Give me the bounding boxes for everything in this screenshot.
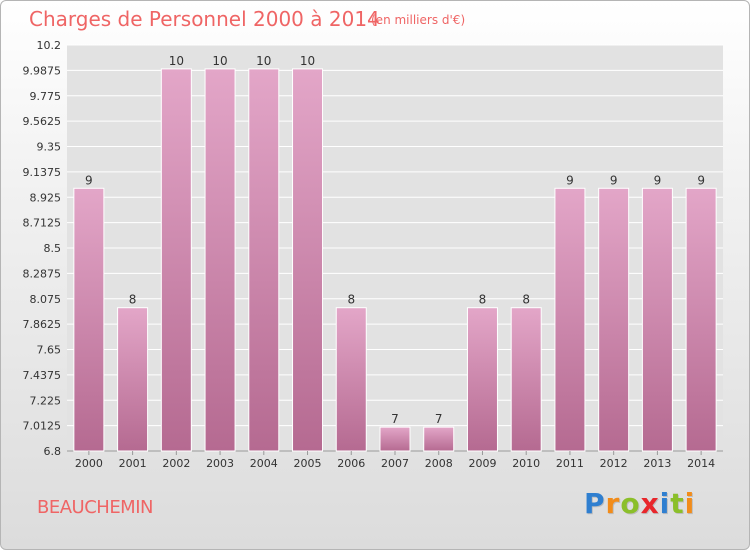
x-tick-label: 2007: [381, 457, 409, 470]
x-tick-label: 2009: [468, 457, 496, 470]
bar-value-label: 10: [212, 54, 227, 68]
logo-letter: o: [620, 487, 641, 520]
x-tick-label: 2001: [119, 457, 147, 470]
bar-2014: [685, 187, 717, 452]
bar-value-label: 8: [347, 293, 355, 307]
y-tick-label: 9.35: [37, 141, 62, 154]
bar-2003: [204, 68, 236, 452]
x-tick-label: 2006: [337, 457, 365, 470]
bar-2005: [292, 68, 324, 452]
x-tick-label: 2012: [600, 457, 628, 470]
bar-value-label: 8: [479, 293, 487, 307]
bar-2008: [423, 426, 455, 452]
x-axis: 2000 2001 2002 2003 2004 2005 2006 2007 2008 2009…: [75, 451, 715, 470]
bar-2013: [641, 187, 673, 452]
y-tick-label: 8.2875: [23, 267, 62, 280]
bar-2006: [335, 307, 367, 452]
bar-value-label: 9: [697, 173, 705, 187]
y-tick-label: 8.925: [30, 191, 62, 204]
bar-value-label: 9: [85, 173, 93, 187]
bar-2011: [554, 187, 586, 452]
y-tick-label: 8.5: [44, 242, 62, 255]
bar-value-label: 10: [169, 54, 184, 68]
y-tick-label: 9.1375: [23, 166, 62, 179]
commune-name: BEAUCHEMIN: [37, 497, 154, 518]
bar-value-label: 10: [256, 54, 271, 68]
bar-2012: [598, 187, 630, 452]
bar-2007: [379, 426, 411, 452]
x-tick-label: 2008: [425, 457, 453, 470]
x-tick-label: 2000: [75, 457, 103, 470]
y-tick-label: 7.0125: [23, 420, 62, 433]
y-tick-label: 9.9875: [23, 64, 62, 77]
y-tick-label: 9.775: [30, 90, 62, 103]
bar-value-label: 9: [610, 173, 618, 187]
x-tick-label: 2005: [294, 457, 322, 470]
x-tick-label: 2004: [250, 457, 278, 470]
logo-letter: x: [640, 487, 660, 520]
y-tick-label: 7.8625: [23, 318, 62, 331]
y-tick-label: 10.2: [37, 39, 62, 52]
bar-value-label: 7: [391, 412, 399, 426]
x-tick-label: 2003: [206, 457, 234, 470]
y-tick-label: 6.8: [44, 445, 62, 458]
bar-value-label: 8: [522, 293, 530, 307]
bar-2004: [248, 68, 280, 452]
y-tick-label: 7.225: [30, 394, 62, 407]
bar-2009: [466, 307, 498, 452]
y-tick-label: 7.4375: [23, 369, 62, 382]
x-tick-label: 2014: [687, 457, 715, 470]
x-tick-label: 2013: [643, 457, 671, 470]
logo-letter: P: [584, 487, 606, 520]
logo-letter: i: [684, 487, 696, 520]
bar-value-label: 9: [566, 173, 574, 187]
proxiti-logo[interactable]: Proxiti: [584, 487, 695, 520]
bar-value-label: 10: [300, 54, 315, 68]
bar-2010: [510, 307, 542, 452]
x-tick-label: 2011: [556, 457, 584, 470]
y-tick-label: 8.7125: [23, 217, 62, 230]
logo-letter: i: [659, 487, 671, 520]
bars: 9 8 10 10 10 10 8 7 7 8 8 9 9 9 9: [73, 54, 717, 452]
x-tick-label: 2010: [512, 457, 540, 470]
chart-title: Charges de Personnel 2000 à 2014: [29, 7, 380, 31]
bar-value-label: 7: [435, 412, 443, 426]
bar-value-label: 9: [654, 173, 662, 187]
chart-unit: (en milliers d'€): [371, 13, 466, 27]
logo-letter: r: [605, 487, 621, 520]
y-tick-label: 8.075: [30, 293, 62, 306]
x-tick-label: 2002: [162, 457, 190, 470]
logo-letter: t: [670, 487, 685, 520]
bar-value-label: 8: [129, 293, 137, 307]
bar-2001: [117, 307, 149, 452]
bar-2000: [73, 187, 105, 452]
y-tick-label: 7.65: [37, 344, 62, 357]
y-axis: 6.8 7.0125 7.225 7.4375 7.65 7.8625 8.075 8.287…: [23, 39, 62, 458]
bar-2002: [160, 68, 192, 452]
y-tick-label: 9.5625: [23, 115, 62, 128]
